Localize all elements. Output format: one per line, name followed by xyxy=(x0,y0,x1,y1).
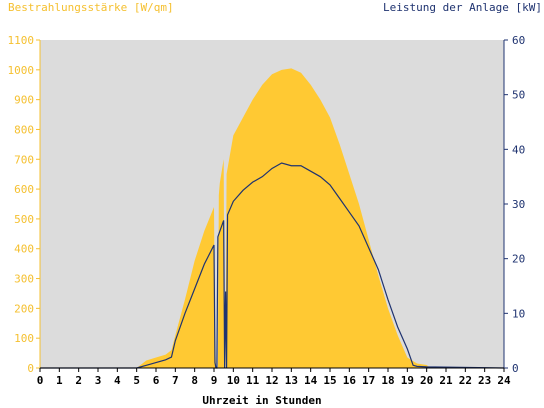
right-tick-label: 20 xyxy=(512,253,525,266)
left-tick-label: 100 xyxy=(14,332,34,345)
x-tick-label: 4 xyxy=(114,374,121,387)
left-tick-label: 600 xyxy=(14,183,34,196)
left-tick-label: 400 xyxy=(14,243,34,256)
x-tick-label: 8 xyxy=(191,374,198,387)
left-tick-label: 1000 xyxy=(8,64,35,77)
x-tick-label: 15 xyxy=(323,374,336,387)
x-tick-label: 6 xyxy=(153,374,160,387)
left-tick-label: 900 xyxy=(14,94,34,107)
right-tick-label: 60 xyxy=(512,34,525,47)
left-tick-label: 1100 xyxy=(8,34,35,47)
x-tick-label: 13 xyxy=(285,374,298,387)
right-tick-label: 30 xyxy=(512,198,525,211)
right-tick-label: 0 xyxy=(512,362,519,375)
x-tick-label: 2 xyxy=(75,374,82,387)
left-axis-title: Bestrahlungsstärke [W/qm] xyxy=(8,1,174,14)
x-tick-label: 10 xyxy=(227,374,240,387)
x-tick-label: 0 xyxy=(37,374,44,387)
left-tick-label: 500 xyxy=(14,213,34,226)
right-tick-label: 10 xyxy=(512,307,525,320)
right-tick-label: 40 xyxy=(512,143,525,156)
x-tick-label: 12 xyxy=(265,374,278,387)
right-axis-title: Leistung der Anlage [kW] xyxy=(383,1,542,14)
left-tick-label: 800 xyxy=(14,123,34,136)
right-tick-label: 50 xyxy=(512,89,525,102)
x-tick-label: 20 xyxy=(420,374,433,387)
x-tick-label: 9 xyxy=(211,374,218,387)
x-tick-label: 11 xyxy=(246,374,260,387)
left-tick-label: 0 xyxy=(27,362,34,375)
left-tick-label: 300 xyxy=(14,273,34,286)
power-line xyxy=(40,162,505,369)
irradiance-area xyxy=(40,68,504,368)
x-tick-label: 1 xyxy=(56,374,63,387)
x-tick-label: 16 xyxy=(343,374,357,387)
x-tick-label: 14 xyxy=(304,374,318,387)
x-tick-label: 19 xyxy=(401,374,414,387)
x-tick-label: 3 xyxy=(95,374,102,387)
x-tick-label: 22 xyxy=(459,374,472,387)
x-tick-label: 17 xyxy=(362,374,375,387)
left-tick-label: 700 xyxy=(14,153,34,166)
x-tick-label: 18 xyxy=(381,374,394,387)
x-tick-label: 24 xyxy=(497,374,511,387)
left-tick-label: 200 xyxy=(14,302,34,315)
x-axis-label: Uhrzeit in Stunden xyxy=(202,394,321,407)
right-axis: 0 10 20 30 40 50 60 xyxy=(503,34,525,375)
x-tick-label: 5 xyxy=(133,374,140,387)
x-tick-label: 23 xyxy=(478,374,491,387)
left-axis: 0 100 200 300 400 500 600 700 800 900 1000 1100 xyxy=(8,34,41,375)
x-axis: 0 1 2 3 4 5 6 7 8 9 10 11 12 13 14 15 16 17 18 19 20 21 22 23 24 xyxy=(37,367,511,387)
x-tick-label: 7 xyxy=(172,374,179,387)
x-tick-label: 21 xyxy=(439,374,453,387)
